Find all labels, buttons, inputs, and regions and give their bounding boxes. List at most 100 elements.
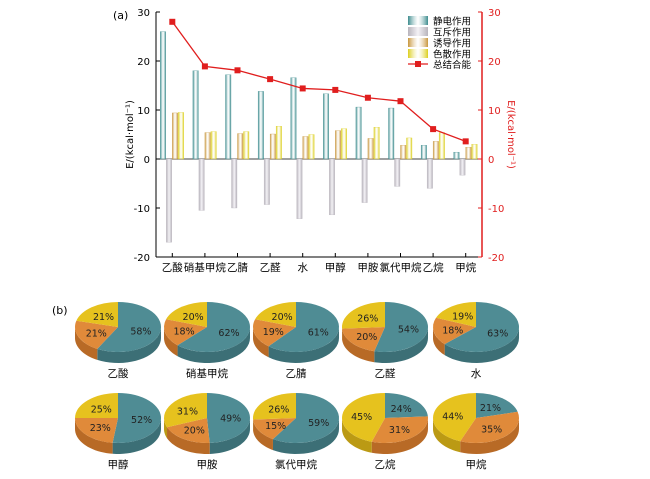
- bar-1: [198, 158, 205, 211]
- pie-side: [253, 327, 269, 358]
- pie-percent-label: 20%: [356, 332, 377, 343]
- pie-side: [444, 327, 519, 363]
- bar-2: [204, 132, 211, 160]
- pie-slice: [460, 411, 519, 443]
- x-tick-label: 甲胺: [357, 261, 378, 274]
- pie-chart: 52% 23% 25% 甲醇: [75, 393, 161, 471]
- right-axis-title: E/(kcal·mol⁻¹): [505, 100, 516, 169]
- x-tick-label: 乙腈: [227, 261, 248, 274]
- pie-title: 氯代甲烷: [275, 458, 317, 471]
- pie-title: 乙腈: [286, 367, 307, 380]
- pie-side: [268, 327, 339, 363]
- pie-slice: [163, 392, 207, 428]
- pie-title: 甲烷: [466, 458, 487, 471]
- bar-2: [367, 138, 374, 160]
- pie-percent-label: 19%: [452, 312, 473, 323]
- pie-title: 甲醇: [108, 458, 129, 471]
- pie-chart: 54% 20% 26% 乙醛: [341, 302, 429, 380]
- x-tick-label: 乙烷: [423, 261, 444, 274]
- pie-side: [371, 418, 428, 454]
- right-tick-label: 10: [488, 106, 501, 117]
- legend-swatch: [408, 49, 428, 58]
- panel-label-b: (b): [52, 304, 68, 317]
- legend-label: 色散作用: [433, 49, 471, 61]
- pie-slice: [385, 393, 428, 418]
- pie-side: [342, 328, 375, 363]
- pie-slice: [75, 418, 118, 443]
- pie-percent-label: 21%: [480, 403, 501, 414]
- pie-slice: [433, 317, 476, 345]
- pie-percent-label: 20%: [184, 426, 205, 437]
- x-tick-label: 硝基甲烷: [184, 261, 226, 274]
- bar-1: [459, 158, 466, 176]
- pie-side: [97, 327, 161, 363]
- pie-slice: [76, 302, 118, 327]
- pie-title: 硝基甲烷: [186, 367, 228, 380]
- pie-percent-label: 26%: [268, 405, 289, 416]
- pie-percent-label: 24%: [391, 404, 412, 415]
- total-marker: [201, 63, 208, 70]
- pie-slice: [255, 302, 296, 327]
- pie-percent-label: 49%: [220, 414, 241, 425]
- total-marker: [364, 94, 371, 101]
- right-tick-label: -20: [488, 253, 504, 264]
- pie-side: [209, 418, 250, 454]
- left-tick-label: 20: [137, 57, 150, 68]
- legend-label: 总结合能: [433, 59, 472, 71]
- pie-side: [75, 327, 98, 360]
- total-marker: [397, 98, 404, 105]
- pie-percent-label: 59%: [308, 418, 329, 429]
- pie-slice: [177, 302, 251, 352]
- pie-side: [253, 419, 273, 451]
- pie-title: 乙醛: [375, 367, 396, 380]
- total-marker: [332, 86, 339, 93]
- left-tick-label: -10: [134, 204, 150, 215]
- bar-1: [361, 158, 368, 203]
- pie-percent-label: 21%: [86, 328, 107, 339]
- pie-chart: 59% 15% 26% 氯代甲烷: [253, 393, 339, 471]
- pie-slice: [75, 320, 118, 349]
- pie-percent-label: 18%: [442, 326, 463, 337]
- bar-0: [420, 145, 427, 160]
- pie-chart: 63% 18% 19% 水: [433, 302, 520, 380]
- legend-label: 静电作用: [433, 16, 471, 28]
- bar-2: [237, 133, 244, 160]
- pie-slice: [253, 418, 296, 440]
- pie-slice: [167, 418, 210, 443]
- pie-percent-label: 15%: [265, 421, 286, 432]
- legend-label: 诱导作用: [433, 38, 471, 50]
- bar-1: [296, 158, 303, 219]
- left-axis-title: E/(kcal·mol⁻¹): [125, 100, 136, 169]
- pie-side: [272, 418, 339, 454]
- bar-2: [432, 141, 439, 160]
- pie-title: 乙酸: [108, 367, 129, 380]
- pie-percent-label: 21%: [93, 312, 114, 323]
- bar-0: [225, 74, 232, 160]
- pie-chart: 58% 21% 21% 乙酸: [75, 302, 162, 380]
- bar-0: [388, 107, 395, 160]
- pie-chart: 24% 31% 45% 乙烷: [342, 392, 428, 471]
- pie-slice: [163, 319, 207, 346]
- pie-percent-label: 61%: [308, 328, 329, 339]
- x-tick-label: 甲烷: [455, 261, 476, 274]
- pie-slice: [253, 319, 296, 347]
- bar-3: [275, 126, 282, 160]
- pie-percent-label: 23%: [90, 423, 111, 434]
- total-marker: [462, 138, 469, 145]
- pie-percent-label: 35%: [481, 424, 502, 435]
- pie-percent-label: 62%: [218, 328, 239, 339]
- pie-chart: 61% 19% 20% 乙腈: [253, 302, 340, 380]
- right-tick-label: 20: [488, 57, 501, 68]
- pie-side: [433, 418, 461, 453]
- pie-side: [433, 327, 445, 356]
- pie-side: [460, 418, 519, 454]
- pie-slice: [436, 302, 476, 327]
- bar-0: [257, 91, 264, 160]
- pie-title: 水: [471, 368, 482, 380]
- left-tick-label: -20: [134, 253, 150, 264]
- x-tick-label: 水: [297, 262, 308, 274]
- total-marker: [430, 126, 437, 133]
- total-marker: [267, 76, 274, 83]
- bar-3: [178, 112, 184, 160]
- bar-1: [231, 158, 238, 209]
